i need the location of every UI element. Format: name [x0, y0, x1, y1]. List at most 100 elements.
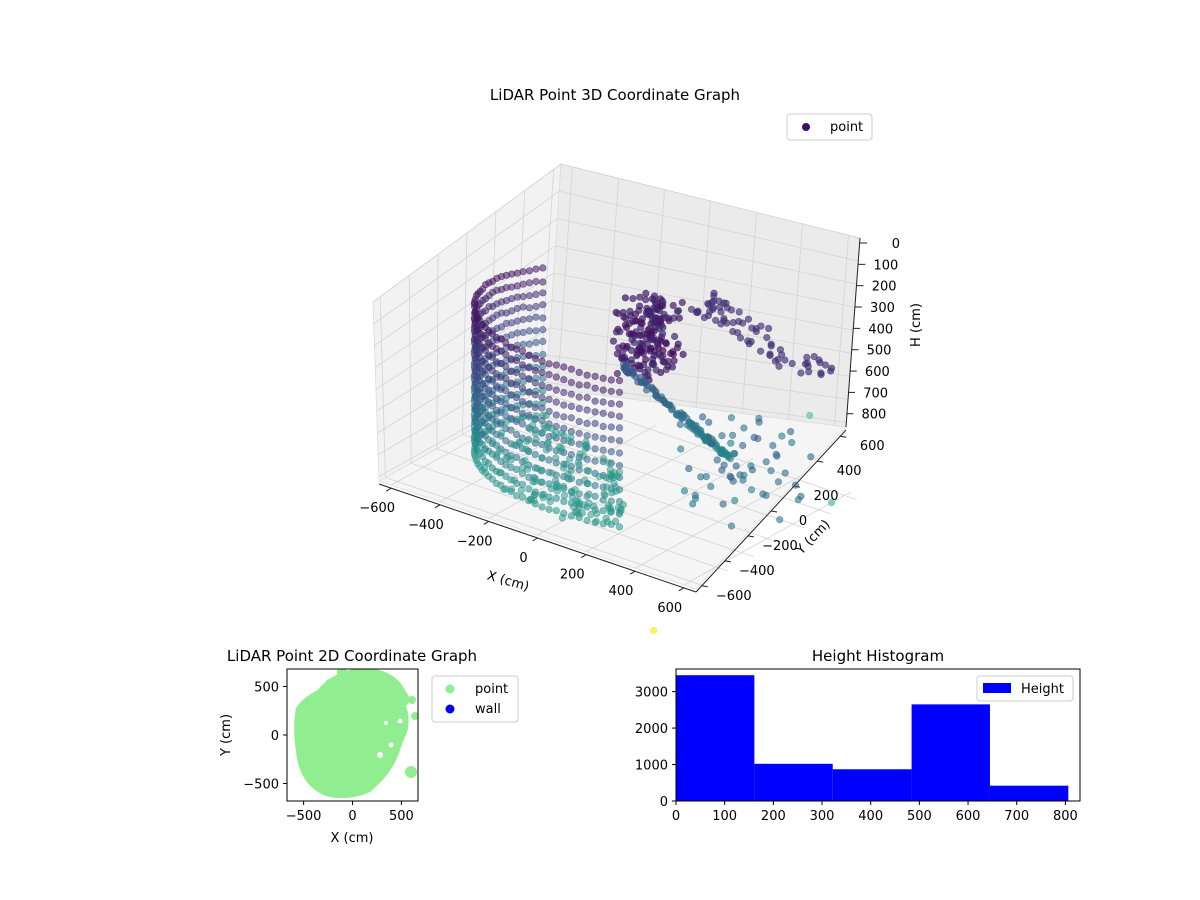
point-3d — [539, 337, 547, 346]
point-3d — [585, 490, 593, 498]
x-tick-mark — [678, 587, 685, 592]
h-tick-label: 600 — [865, 365, 890, 380]
point-3d — [622, 314, 630, 323]
histogram-bar — [676, 675, 755, 801]
point-3d — [537, 478, 545, 486]
grid-line — [603, 178, 619, 396]
point-3d — [803, 353, 811, 362]
point-3d — [532, 290, 540, 299]
point-3d — [512, 393, 521, 402]
point-3d — [495, 447, 503, 455]
point-3d — [545, 360, 553, 368]
histogram-title: Height Histogram — [812, 647, 944, 665]
point-3d — [531, 415, 539, 423]
point-3d — [523, 465, 532, 473]
point-3d — [552, 507, 560, 515]
y-tick-mark — [817, 460, 824, 463]
point-3d — [764, 324, 773, 333]
y-tick-label: 400 — [837, 464, 862, 479]
point-3d — [615, 437, 624, 445]
point-3d — [591, 433, 599, 441]
point-3d — [560, 376, 568, 384]
point-3d — [674, 340, 682, 348]
legend-2d-label-wall: wall — [475, 702, 501, 717]
y-tick-label-2d: −500 — [243, 778, 279, 793]
point-3d — [525, 364, 533, 372]
grid-line — [787, 223, 803, 420]
x-tick-label: 400 — [609, 584, 634, 599]
point-3d — [709, 305, 717, 313]
point-3d — [584, 480, 592, 488]
point-3d — [624, 369, 633, 377]
legend-3d-marker — [802, 123, 810, 131]
point-3d — [607, 436, 615, 444]
point-3d — [636, 293, 644, 301]
point-3d — [525, 315, 534, 323]
point-3d — [614, 309, 622, 318]
point-3d — [615, 424, 624, 432]
point-3d — [670, 357, 678, 365]
point-3d — [576, 450, 584, 458]
point-3d — [664, 357, 672, 366]
point-3d — [781, 469, 789, 477]
x-tick-label-hist: 500 — [907, 809, 932, 824]
point-3d — [729, 477, 737, 485]
x-tick-mark — [532, 537, 538, 542]
point-3d — [502, 362, 510, 371]
point-3d — [717, 308, 725, 316]
point-3d — [521, 457, 529, 465]
point-3d — [775, 362, 783, 370]
point-3d — [532, 277, 540, 286]
point-3d — [733, 329, 742, 337]
point-3d — [497, 347, 505, 355]
point-3d — [641, 380, 650, 388]
x-tick-label-hist: 300 — [810, 809, 835, 824]
point-3d — [591, 419, 599, 428]
grid-line — [376, 300, 852, 412]
point-3d — [719, 299, 728, 307]
point-3d — [578, 509, 586, 517]
point-3d — [797, 369, 805, 377]
point-3d — [675, 314, 684, 322]
histogram-frame — [675, 668, 1081, 802]
point-3d — [575, 418, 583, 426]
point-3d — [560, 464, 568, 472]
point-3d — [552, 373, 560, 381]
point-3d — [646, 309, 654, 317]
y-tick-label: 600 — [860, 439, 885, 454]
point-3d — [629, 295, 637, 303]
y-tick-mark — [747, 535, 755, 538]
point-3d — [545, 395, 553, 404]
point-3d — [605, 504, 613, 512]
point-3d — [767, 340, 775, 348]
grid-line — [377, 327, 850, 434]
point-3d — [539, 326, 547, 334]
point-3d — [525, 485, 533, 493]
point-3d — [744, 337, 752, 345]
point-3d — [558, 429, 566, 437]
h-axis-line — [845, 237, 861, 428]
point-3d — [532, 436, 540, 444]
point-3d — [539, 278, 547, 286]
point-3d — [700, 313, 709, 322]
point-3d — [507, 414, 515, 422]
point-3d — [502, 472, 510, 480]
point-3d — [549, 432, 558, 440]
point-3d — [710, 292, 718, 300]
point-3d — [673, 307, 682, 315]
histogram-bars — [676, 675, 1069, 801]
point-3d — [599, 434, 607, 443]
point-3d — [526, 425, 535, 433]
point-3d — [529, 478, 537, 486]
point-3d — [542, 446, 550, 454]
point-3d — [720, 315, 728, 323]
point-3d — [519, 268, 527, 276]
point-3d — [615, 462, 624, 470]
point-3d — [713, 456, 721, 464]
point-3d — [538, 404, 546, 412]
x-tick-mark — [629, 570, 636, 575]
point-3d — [519, 280, 527, 288]
y-tick-label: 0 — [799, 514, 807, 529]
point-3d — [519, 340, 527, 349]
